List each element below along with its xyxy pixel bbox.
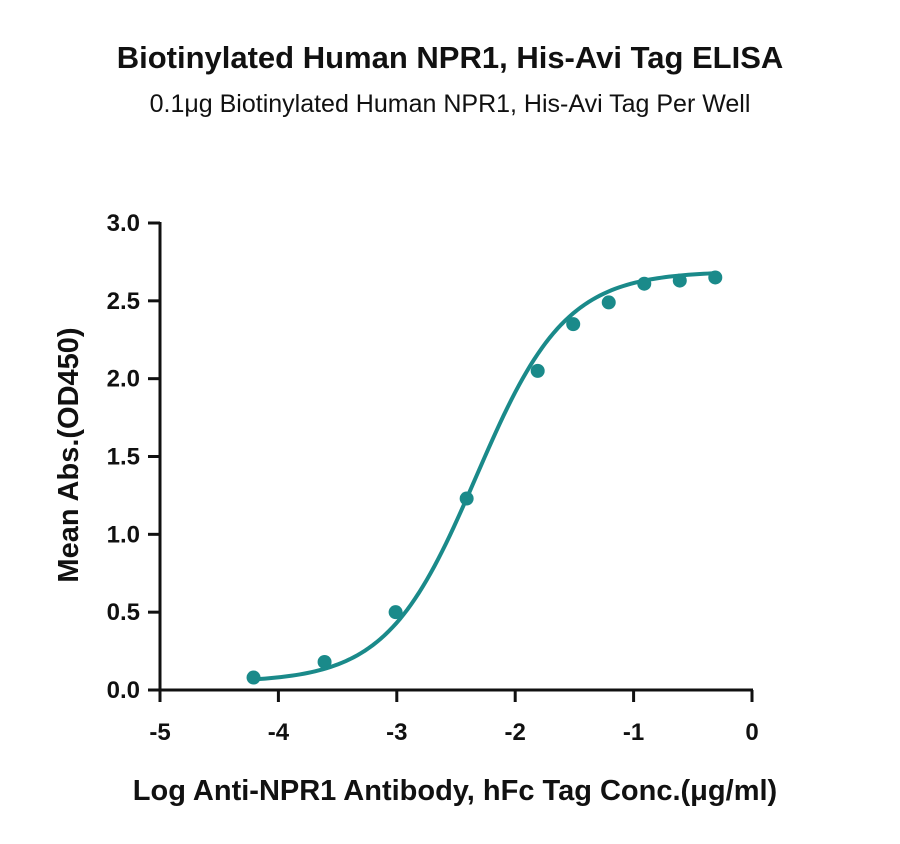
data-point [459, 491, 474, 506]
y-tick-label: 1.5 [107, 444, 140, 471]
data-point [246, 670, 261, 685]
tick-labels: 0.0 0.5 1.0 1.5 2.0 2.5 3.0 -5 -4 -3 -2 -1 0 [107, 210, 759, 746]
x-axis-label: Log Anti-NPR1 Antibody, hFc Tag Conc.(μg… [133, 775, 777, 807]
x-tick-label: -5 [149, 719, 170, 746]
y-tick-label: 3.0 [107, 210, 140, 237]
data-point [317, 654, 332, 669]
y-axis-label: Mean Abs.(OD450) [53, 327, 85, 582]
y-tick-label: 2.5 [107, 288, 140, 315]
data-point [708, 270, 723, 285]
y-tick-label: 2.0 [107, 366, 140, 393]
data-point [388, 605, 403, 620]
x-tick-label: -2 [505, 719, 526, 746]
x-tick-label: 0 [745, 719, 758, 746]
y-tick-label: 0.5 [107, 599, 140, 626]
data-point [637, 276, 652, 291]
data-point [672, 273, 687, 288]
data-point [601, 295, 616, 310]
x-tick-label: -4 [268, 719, 290, 746]
y-tick-label: 0.0 [107, 677, 140, 704]
y-tick-label: 1.0 [107, 521, 140, 548]
data-point [566, 317, 581, 332]
chart-title: Biotinylated Human NPR1, His-Avi Tag ELI… [116, 40, 784, 75]
x-tick-label: -3 [386, 719, 407, 746]
data-point [530, 363, 545, 378]
data-points [246, 270, 723, 685]
x-tick-label: -1 [623, 719, 644, 746]
fit-curve [253, 271, 716, 682]
axes [148, 221, 754, 702]
chart-subtitle: 0.1μg Biotinylated Human NPR1, His-Avi T… [149, 90, 751, 118]
